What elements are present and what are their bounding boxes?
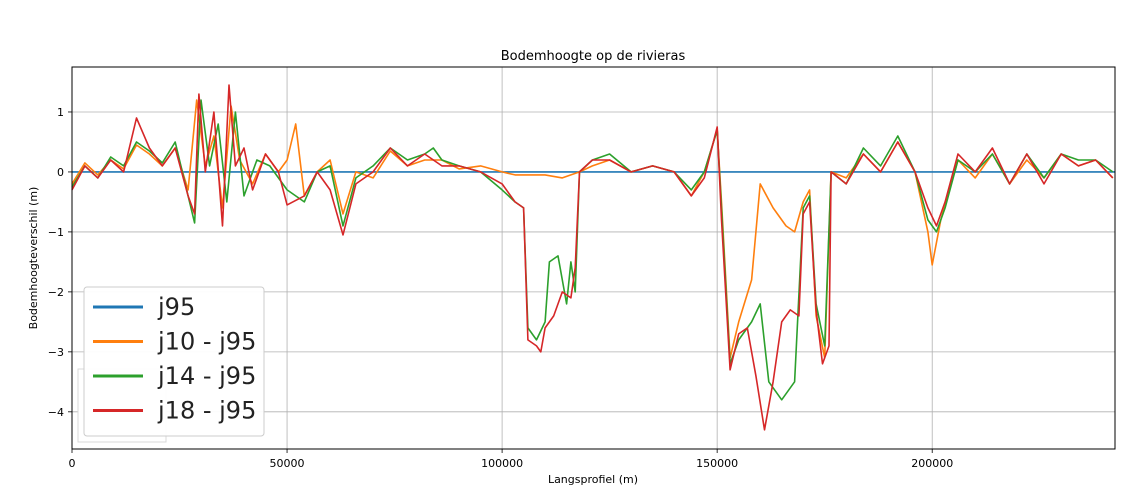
y-tick-label: −3 (48, 346, 64, 359)
x-tick-label: 150000 (696, 457, 738, 470)
y-tick-label: −1 (48, 226, 64, 239)
x-axis-label: Langsprofiel (m) (548, 473, 638, 486)
x-tick-label: 0 (69, 457, 76, 470)
plot-frame (71, 66, 1116, 450)
series-line-2 (71, 99, 1114, 401)
y-axis-label: Bodemhoogteverschil (m) (27, 187, 40, 330)
y-tick-label: 1 (57, 106, 64, 119)
x-tick-label: 100000 (481, 457, 523, 470)
x-tick-label: 50000 (270, 457, 305, 470)
x-axis: 0 50000 100000 150000 200000 (69, 449, 953, 470)
y-tick-label: −4 (48, 406, 64, 419)
series-line-3 (71, 84, 1114, 431)
legend-label-0: j95 (157, 293, 195, 321)
y-tick-label: −2 (48, 286, 64, 299)
chart-title: Bodemhoogte op de rivieras (501, 49, 686, 64)
legend: j95 j10 - j95 j14 - j95 j18 - j95 (83, 286, 265, 437)
series-layer (71, 84, 1115, 431)
legend-label-3: j18 - j95 (157, 397, 256, 425)
legend-label-2: j14 - j95 (157, 362, 256, 390)
y-axis: 1 0 −1 −2 −3 −4 (48, 106, 72, 419)
legend-box (83, 286, 265, 437)
x-tick-label: 200000 (911, 457, 953, 470)
y-tick-label: 0 (57, 166, 64, 179)
legend-label-1: j10 - j95 (157, 328, 256, 356)
